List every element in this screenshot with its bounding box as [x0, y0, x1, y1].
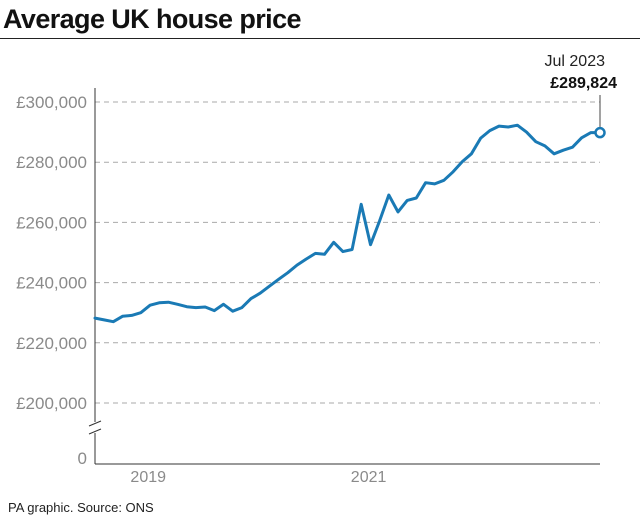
- annotation-value: £289,824: [550, 75, 617, 92]
- axis-layer: [88, 88, 600, 465]
- title-divider: [0, 38, 640, 39]
- y-tick-label: £300,000: [16, 93, 87, 112]
- y-tick-label: £280,000: [16, 153, 87, 172]
- x-tick-label: 2019: [130, 469, 166, 486]
- y-tick-label: 0: [78, 449, 87, 468]
- x-tick-label: 2021: [351, 469, 387, 486]
- y-tick-label: £220,000: [16, 334, 87, 353]
- y-tick-label: £260,000: [16, 213, 87, 232]
- grid-layer: [95, 101, 600, 404]
- series-layer: [93, 123, 602, 324]
- x-tick-labels: 2019 2021: [130, 469, 386, 486]
- y-tick-label: £240,000: [16, 274, 87, 293]
- axis-break-marker: [88, 420, 102, 435]
- annotation: Jul 2023 £289,824: [545, 53, 617, 139]
- chart-title: Average UK house price: [3, 4, 302, 34]
- y-tick-labels: 0 £200,000 £220,000 £240,000 £260,000 £280,00…: [16, 93, 87, 468]
- latest-value-marker: [594, 126, 606, 139]
- annotation-date: Jul 2023: [545, 53, 606, 70]
- series-line: [93, 123, 602, 324]
- y-tick-label: £200,000: [16, 394, 87, 413]
- source-note: PA graphic. Source: ONS: [8, 500, 154, 515]
